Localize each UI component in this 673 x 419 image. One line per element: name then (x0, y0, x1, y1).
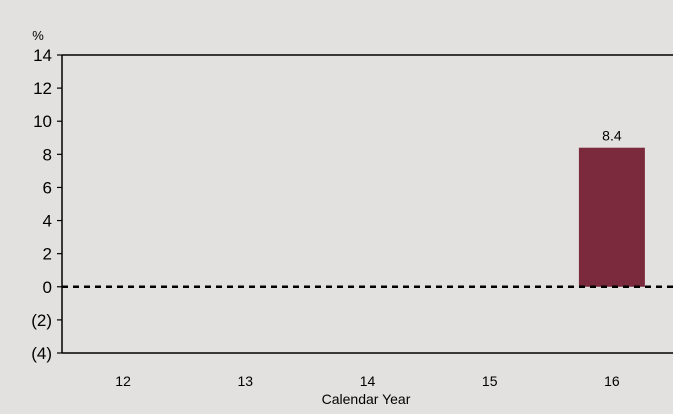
y-tick-label: 8 (43, 145, 52, 164)
y-tick-label: 6 (43, 178, 52, 197)
y-tick-label: (4) (31, 344, 52, 363)
bar-16 (578, 147, 645, 287)
y-tick-label: 0 (43, 278, 52, 297)
x-tick-label: 16 (604, 373, 620, 389)
y-tick-label: 4 (43, 212, 52, 231)
x-tick-label: 12 (115, 373, 131, 389)
y-tick-label: (2) (31, 311, 52, 330)
data-label-16: 8.4 (602, 128, 622, 144)
x-tick-label: 15 (482, 373, 498, 389)
y-tick-label: 14 (33, 46, 52, 65)
bars: 8.4 (62, 128, 673, 289)
y-unit-label: % (32, 28, 44, 43)
x-axis: 12 13 14 15 16 (62, 352, 673, 389)
y-tick-label: 2 (43, 245, 52, 264)
x-tick-label: 14 (360, 373, 376, 389)
x-tick-label: 13 (238, 373, 254, 389)
y-tick-label: 10 (33, 112, 52, 131)
x-axis-title: Calendar Year (322, 391, 411, 407)
y-axis: 14 12 10 8 6 4 2 0 (2) (4) (31, 46, 673, 363)
y-tick-label: 12 (33, 79, 52, 98)
